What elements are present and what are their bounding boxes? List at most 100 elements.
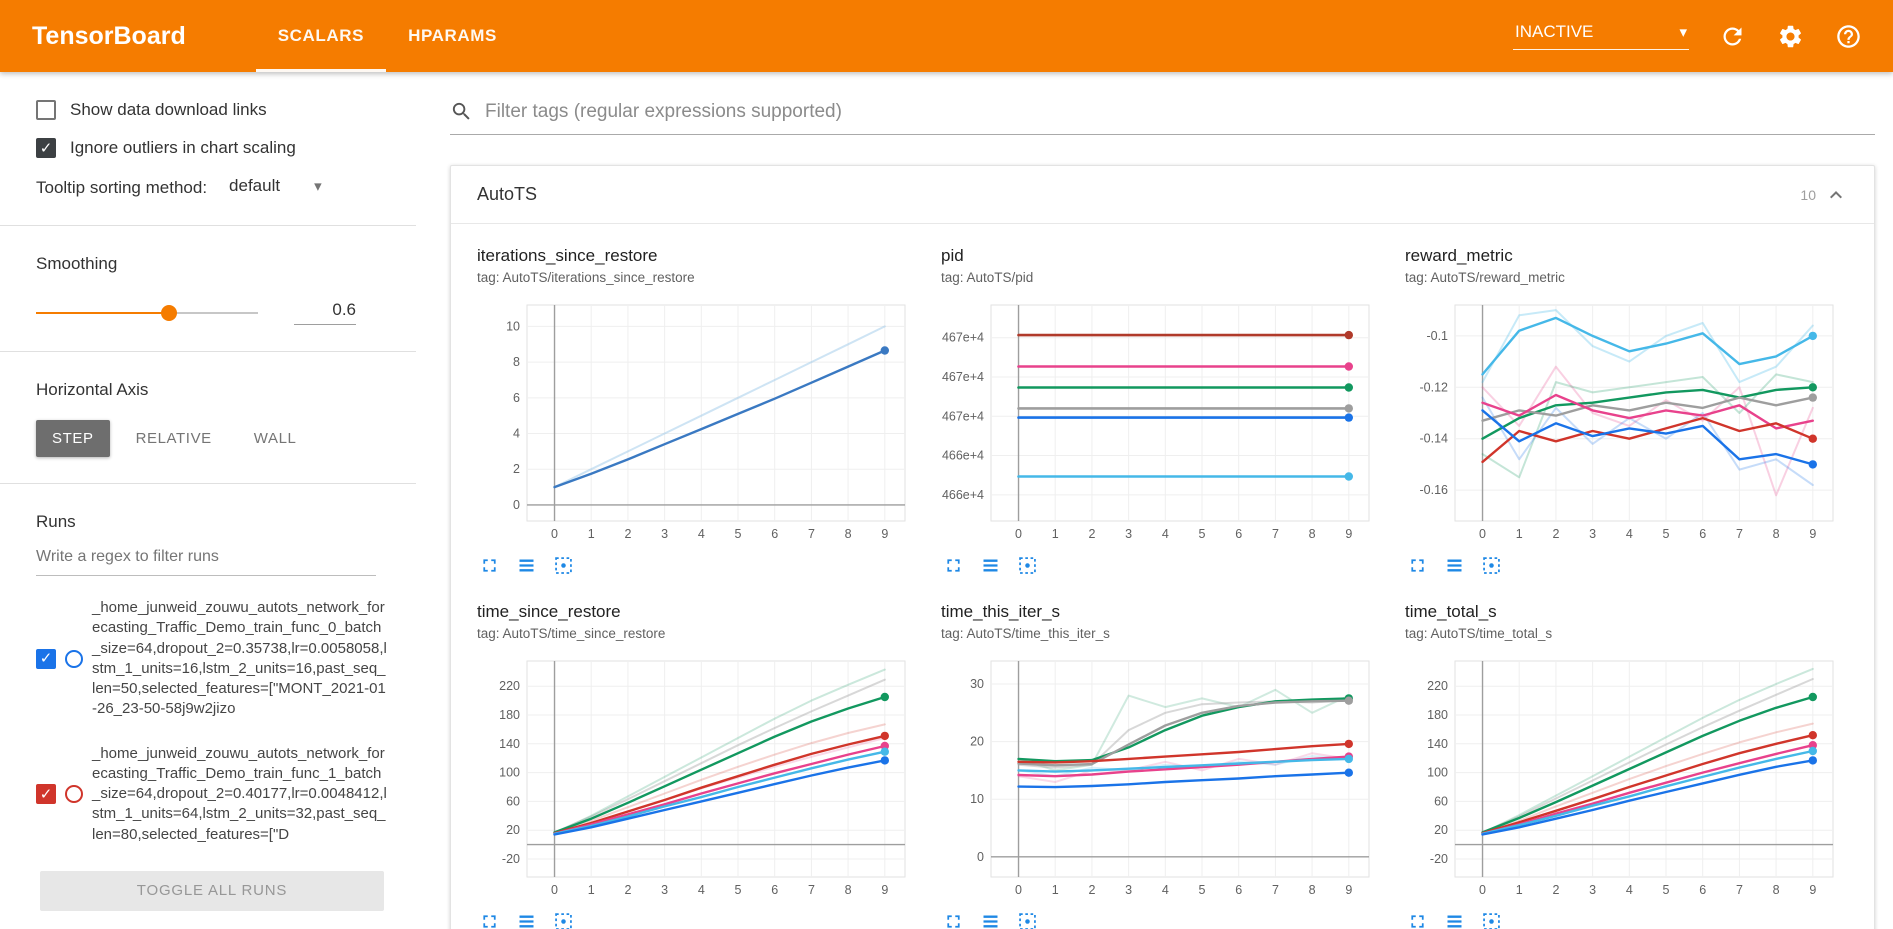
svg-text:2.466e+4: 2.466e+4 <box>941 449 984 463</box>
toggle-all-runs-button[interactable]: TOGGLE ALL RUNS <box>40 870 384 911</box>
svg-text:9: 9 <box>1809 883 1816 897</box>
tab-scalars[interactable]: SCALARS <box>256 0 386 72</box>
fit-domain-button[interactable] <box>1017 555 1038 576</box>
run-radio[interactable] <box>65 785 83 804</box>
chart-options-button[interactable] <box>1444 555 1465 576</box>
svg-text:9: 9 <box>881 527 888 541</box>
run-item: _home_junweid_zouwu_autots_network_forec… <box>36 732 388 857</box>
svg-text:0: 0 <box>1479 527 1486 541</box>
svg-text:220: 220 <box>499 679 520 693</box>
maximize-chart-button[interactable] <box>1407 911 1428 929</box>
menu-icon <box>983 915 998 928</box>
svg-text:5: 5 <box>1199 527 1206 541</box>
expand-icon <box>483 915 496 928</box>
svg-text:2.467e+4: 2.467e+4 <box>941 331 984 345</box>
svg-text:2: 2 <box>1552 883 1559 897</box>
refresh-button[interactable] <box>1717 21 1747 51</box>
svg-text:4: 4 <box>1626 883 1633 897</box>
svg-text:4: 4 <box>1162 527 1169 541</box>
app-title: TensorBoard <box>32 21 186 50</box>
svg-text:2: 2 <box>513 462 520 476</box>
svg-text:60: 60 <box>1434 794 1448 808</box>
axis-wall-button[interactable]: WALL <box>238 420 313 457</box>
menu-icon <box>1447 559 1462 572</box>
chart-toolbar <box>941 547 1381 576</box>
maximize-chart-button[interactable] <box>479 911 500 929</box>
chart-title: iterations_since_restore <box>477 246 658 265</box>
run-radio[interactable] <box>65 649 83 668</box>
smoothing-slider-fill <box>36 311 170 314</box>
axis-step-button[interactable]: STEP <box>36 420 110 457</box>
runs-filter-input[interactable] <box>36 540 376 576</box>
run-checkbox[interactable] <box>36 784 56 805</box>
search-icon <box>452 102 470 120</box>
svg-text:4: 4 <box>1162 883 1169 897</box>
show-download-links-checkbox[interactable] <box>36 100 56 120</box>
svg-text:7: 7 <box>1272 883 1279 897</box>
fit-domain-button[interactable] <box>1481 911 1502 929</box>
smoothing-value[interactable]: 0.6 <box>294 300 356 325</box>
chart-grid: iterations_since_restore tag: AutoTS/ite… <box>451 224 1874 929</box>
svg-text:6: 6 <box>771 883 778 897</box>
ignore-outliers-checkbox[interactable] <box>36 138 56 158</box>
svg-text:1: 1 <box>1052 883 1059 897</box>
smoothing-slider[interactable] <box>36 303 258 323</box>
smoothing-slider-thumb[interactable] <box>161 304 178 321</box>
tooltip-sorting-label: Tooltip sorting method: <box>36 177 208 197</box>
svg-text:2: 2 <box>1552 527 1559 541</box>
line-chart[interactable]: 0 1 2 3 4 5 6 7 8 9 0 2 4 6 8 10 <box>477 295 917 547</box>
fit-domain-button[interactable] <box>553 555 574 576</box>
fit-domain-button[interactable] <box>1017 911 1038 929</box>
svg-text:0: 0 <box>1015 527 1022 541</box>
svg-text:2.467e+4: 2.467e+4 <box>941 409 984 423</box>
svg-text:10: 10 <box>506 319 520 333</box>
horizontal-axis-section: Horizontal Axis STEP RELATIVE WALL <box>0 352 416 483</box>
maximize-chart-button[interactable] <box>943 911 964 929</box>
expand-icon <box>1411 915 1424 928</box>
status-dropdown[interactable]: INACTIVE <box>1513 22 1689 50</box>
svg-text:-20: -20 <box>1430 852 1448 866</box>
help-button[interactable] <box>1833 21 1863 51</box>
svg-text:8: 8 <box>1309 883 1316 897</box>
tab-hparams[interactable]: HPARAMS <box>408 26 497 45</box>
fit-domain-button[interactable] <box>1481 555 1502 576</box>
menu-icon <box>519 915 534 928</box>
top-tabs: SCALARS HPARAMS <box>256 0 519 72</box>
svg-text:4: 4 <box>513 427 520 441</box>
svg-text:2: 2 <box>1088 527 1095 541</box>
chart-options-button[interactable] <box>1444 911 1465 929</box>
line-chart[interactable]: 0 1 2 3 4 5 6 7 8 9 -0.1 -0.12 -0.14 -0.16 <box>1405 295 1845 547</box>
svg-text:-20: -20 <box>502 852 520 866</box>
maximize-chart-button[interactable] <box>1407 555 1428 576</box>
svg-text:140: 140 <box>1427 737 1448 751</box>
tag-filter-input[interactable] <box>485 100 1875 123</box>
axis-relative-button[interactable]: RELATIVE <box>120 420 228 457</box>
chart-tile: time_since_restore tag: AutoTS/time_sinc… <box>477 602 917 929</box>
chart-options-button[interactable] <box>516 555 537 576</box>
svg-text:2.466e+4: 2.466e+4 <box>941 488 984 502</box>
tooltip-sorting-select[interactable]: default <box>229 176 322 199</box>
collapse-card-button[interactable] <box>1824 183 1848 207</box>
svg-text:20: 20 <box>506 823 520 837</box>
chart-tile: pid tag: AutoTS/pid 0 1 2 3 4 5 6 7 8 9 2.467e+4 2.… <box>941 246 1381 576</box>
maximize-chart-button[interactable] <box>943 555 964 576</box>
line-chart[interactable]: 0 1 2 3 4 5 6 7 8 9 2.467e+4 2.467e+4 2.467e+4 2.466e… <box>941 295 1381 547</box>
run-checkbox[interactable] <box>36 648 56 669</box>
chart-options-button[interactable] <box>980 911 1001 929</box>
maximize-chart-button[interactable] <box>479 555 500 576</box>
run-name: _home_junweid_zouwu_autots_network_forec… <box>92 599 387 718</box>
card-header[interactable]: AutoTS 10 <box>451 166 1874 224</box>
svg-text:8: 8 <box>845 883 852 897</box>
status-dropdown-value: INACTIVE <box>1515 22 1594 41</box>
sidebar: Show data download links Ignore outliers… <box>0 72 416 929</box>
settings-button[interactable] <box>1775 21 1805 51</box>
line-chart[interactable]: 0 1 2 3 4 5 6 7 8 9 0 10 20 30 <box>941 651 1381 903</box>
line-chart[interactable]: 0 1 2 3 4 5 6 7 8 9 220 180 140 100 60 20 -20 <box>1405 651 1845 903</box>
chart-title: time_this_iter_s <box>941 602 1061 621</box>
line-chart[interactable]: 0 1 2 3 4 5 6 7 8 9 220 180 140 100 60 20 -20 <box>477 651 917 903</box>
chart-options-button[interactable] <box>980 555 1001 576</box>
sidebar-divider <box>0 483 416 484</box>
chart-options-button[interactable] <box>516 911 537 929</box>
fit-domain-button[interactable] <box>553 911 574 929</box>
chart-tag: tag: AutoTS/iterations_since_restore <box>477 270 695 285</box>
